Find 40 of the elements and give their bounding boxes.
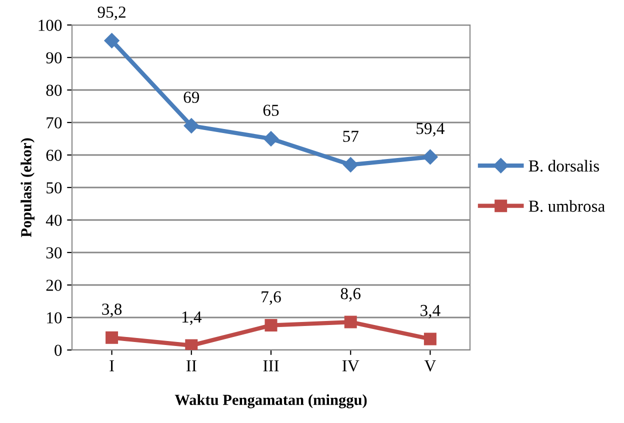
data-label: 8,6	[340, 288, 361, 302]
data-label: 65	[263, 104, 279, 116]
point	[264, 319, 278, 332]
x-tick-label: II	[186, 360, 196, 372]
data-label: 95,2	[98, 6, 126, 20]
legend-label: B. dorsalis	[528, 160, 600, 172]
point	[106, 331, 118, 344]
data-label: 57	[343, 130, 358, 142]
y-tick-label: 30	[46, 247, 62, 258]
data-label: 1,4	[182, 311, 202, 326]
y-tick-label: 80	[46, 84, 62, 96]
legend-label: B. umbrosa	[528, 200, 605, 212]
data-label: 7,6	[262, 291, 281, 305]
point	[344, 316, 357, 328]
data-label: 69	[184, 92, 200, 103]
data-label: 3,8	[102, 304, 122, 318]
point	[422, 149, 438, 165]
y-axis-title: Populasi (ekor)	[20, 138, 34, 238]
point	[185, 339, 198, 350]
point	[263, 131, 279, 146]
y-tick-label: 70	[46, 117, 62, 128]
y-tick-label: 50	[46, 182, 62, 194]
y-tick-label: 60	[46, 150, 62, 161]
x-tick-label: V	[424, 360, 436, 372]
data-label: 3,4	[420, 304, 440, 319]
y-tick-label: 40	[46, 214, 62, 226]
x-tick-label: IV	[342, 360, 360, 372]
x-tick-label: I	[110, 360, 114, 372]
x-axis-title: Waktu Pengamatan (minggu)	[174, 394, 367, 408]
x-tick-label: III	[263, 360, 279, 372]
y-tick-label: 100	[38, 20, 62, 31]
point	[104, 33, 120, 48]
y-tick-label: 10	[47, 312, 62, 324]
point	[184, 118, 199, 134]
y-tick-label: 20	[46, 280, 62, 291]
data-label: 59,4	[416, 122, 445, 137]
y-tick-label: 90	[46, 52, 62, 64]
point	[424, 332, 436, 346]
y-tick-label: 0	[54, 344, 62, 356]
point	[343, 157, 358, 172]
